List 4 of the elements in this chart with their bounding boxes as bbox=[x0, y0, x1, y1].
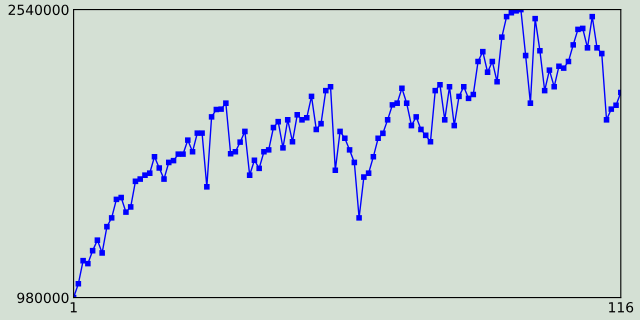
y-tick-label: 980000 bbox=[17, 292, 69, 304]
x-tick-label: 1 bbox=[70, 302, 77, 312]
y-tick-label: 2540000 bbox=[8, 4, 69, 16]
x-tick-label: 116 bbox=[609, 302, 634, 313]
